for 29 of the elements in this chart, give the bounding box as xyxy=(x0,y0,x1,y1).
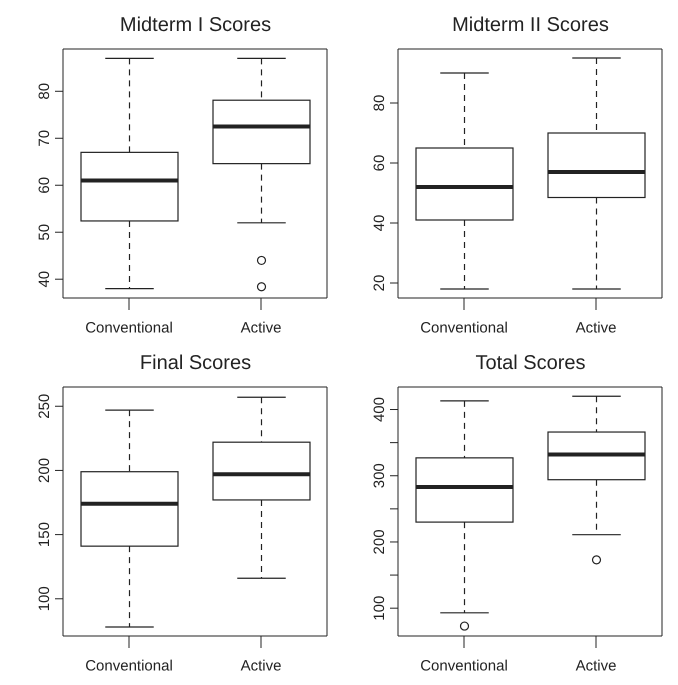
x-tick-label: Conventional xyxy=(85,658,173,675)
y-tick-label: 150 xyxy=(36,522,53,548)
y-tick-label: 250 xyxy=(36,394,53,419)
chart-title: Midterm I Scores xyxy=(118,14,272,37)
y-tick-label: 100 xyxy=(36,586,53,612)
chart-title: Midterm II Scores xyxy=(451,14,610,37)
x-tick-label: Active xyxy=(240,658,282,675)
x-tick-label: Conventional xyxy=(420,320,508,337)
x-tick-label: Active xyxy=(576,658,616,675)
y-tick-label: 100 xyxy=(371,596,388,621)
x-tick-label: Conventional xyxy=(85,320,173,337)
y-tick-label: 40 xyxy=(371,214,388,232)
y-tick-label: 300 xyxy=(371,463,388,488)
y-tick-label: 60 xyxy=(371,154,388,172)
y-tick-label: 400 xyxy=(371,397,388,422)
y-tick-label: 40 xyxy=(36,270,53,288)
y-tick-label: 20 xyxy=(371,274,388,292)
y-tick-label: 50 xyxy=(36,224,53,241)
x-tick-label: Conventional xyxy=(420,658,508,675)
x-tick-label: Active xyxy=(240,320,282,337)
y-tick-label: 70 xyxy=(36,130,53,147)
y-tick-label: 80 xyxy=(36,82,53,100)
y-tick-label: 200 xyxy=(371,529,388,554)
y-tick-label: 80 xyxy=(371,94,388,112)
chart-title: Total Scores xyxy=(474,352,587,375)
y-tick-label: 60 xyxy=(36,176,53,194)
y-tick-label: 200 xyxy=(36,458,53,483)
x-tick-label: Active xyxy=(576,320,616,337)
chart-title: Final Scores xyxy=(138,352,252,375)
